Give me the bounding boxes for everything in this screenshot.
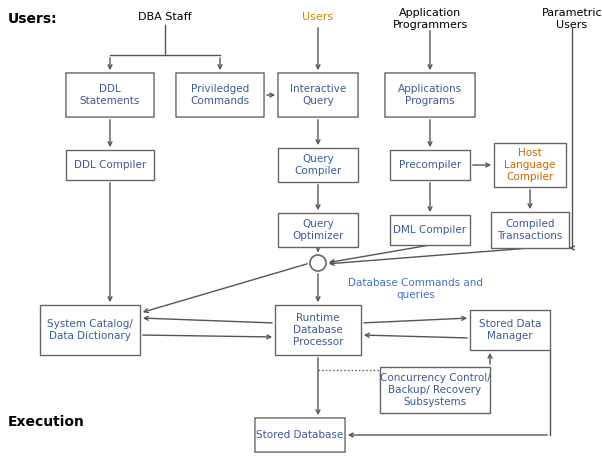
FancyBboxPatch shape xyxy=(494,143,566,187)
Text: DML Compiler: DML Compiler xyxy=(394,225,467,235)
FancyBboxPatch shape xyxy=(275,305,361,355)
Text: Database Commands and
queries: Database Commands and queries xyxy=(348,278,483,300)
FancyBboxPatch shape xyxy=(40,305,140,355)
Text: Parametric
Users: Parametric Users xyxy=(542,8,602,30)
FancyBboxPatch shape xyxy=(390,150,470,180)
Text: Users:: Users: xyxy=(8,12,58,26)
Text: DBA Staff: DBA Staff xyxy=(138,12,192,22)
Text: Concurrency Control/
Backup/ Recovery
Subsystems: Concurrency Control/ Backup/ Recovery Su… xyxy=(380,373,491,407)
FancyBboxPatch shape xyxy=(278,148,358,182)
FancyBboxPatch shape xyxy=(176,73,264,117)
FancyBboxPatch shape xyxy=(470,310,550,350)
Text: Users: Users xyxy=(302,12,334,22)
Text: Execution: Execution xyxy=(8,415,85,429)
Text: System Catalog/
Data Dictionary: System Catalog/ Data Dictionary xyxy=(47,319,133,341)
FancyBboxPatch shape xyxy=(66,150,154,180)
FancyBboxPatch shape xyxy=(278,73,358,117)
Text: Priviledged
Commands: Priviledged Commands xyxy=(190,84,250,106)
FancyBboxPatch shape xyxy=(390,215,470,245)
Text: Stored Database: Stored Database xyxy=(256,430,344,440)
Text: Host
Language
Compiler: Host Language Compiler xyxy=(504,148,556,182)
Text: Stored Data
Manager: Stored Data Manager xyxy=(479,319,541,341)
Text: DDL Compiler: DDL Compiler xyxy=(74,160,146,170)
FancyBboxPatch shape xyxy=(380,367,490,413)
FancyBboxPatch shape xyxy=(385,73,475,117)
Text: Precompiler: Precompiler xyxy=(399,160,461,170)
FancyBboxPatch shape xyxy=(278,213,358,247)
Text: Interactive
Query: Interactive Query xyxy=(290,84,346,106)
Circle shape xyxy=(310,255,326,271)
Text: Compiled
Transactions: Compiled Transactions xyxy=(497,219,563,241)
FancyBboxPatch shape xyxy=(66,73,154,117)
Text: Query
Compiler: Query Compiler xyxy=(294,154,341,176)
Text: DDL
Statements: DDL Statements xyxy=(80,84,140,106)
FancyBboxPatch shape xyxy=(491,212,569,248)
Text: Runtime
Database
Processor: Runtime Database Processor xyxy=(293,313,343,347)
FancyBboxPatch shape xyxy=(255,418,345,452)
Text: Application
Programmers: Application Programmers xyxy=(393,8,468,30)
Text: Query
Optimizer: Query Optimizer xyxy=(293,219,344,241)
Text: Applications
Programs: Applications Programs xyxy=(398,84,462,106)
